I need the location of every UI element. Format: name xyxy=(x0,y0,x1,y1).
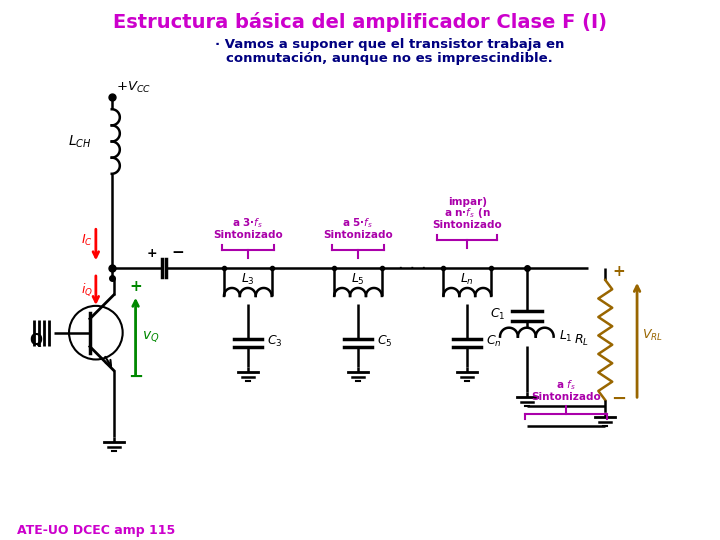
Text: Sintonizado: Sintonizado xyxy=(531,392,601,402)
Text: −: − xyxy=(128,368,143,386)
Text: −: − xyxy=(171,245,184,260)
Text: a n·$f_s$ (n: a n·$f_s$ (n xyxy=(444,206,490,220)
Text: $C_n$: $C_n$ xyxy=(486,334,502,349)
Text: conmutación, aunque no es imprescindible.: conmutación, aunque no es imprescindible… xyxy=(226,52,553,65)
Text: Sintonizado: Sintonizado xyxy=(433,220,502,231)
Text: $L_1$: $L_1$ xyxy=(559,329,572,344)
Text: $L_3$: $L_3$ xyxy=(241,272,255,287)
Text: $I_C$: $I_C$ xyxy=(81,233,93,248)
Text: $L_5$: $L_5$ xyxy=(351,272,365,287)
Text: $C_5$: $C_5$ xyxy=(377,334,392,349)
Text: $i_Q$: $i_Q$ xyxy=(81,282,93,298)
Text: $L_{CH}$: $L_{CH}$ xyxy=(68,133,91,150)
Text: impar): impar) xyxy=(448,197,487,207)
Text: $v_Q$: $v_Q$ xyxy=(142,330,159,345)
Text: $V_{RL}$: $V_{RL}$ xyxy=(642,328,663,343)
Text: · · ·: · · · xyxy=(398,260,427,278)
Text: +: + xyxy=(146,247,157,260)
Text: · Vamos a suponer que el transistor trabaja en: · Vamos a suponer que el transistor trab… xyxy=(215,38,564,51)
Text: Sintonizado: Sintonizado xyxy=(213,231,283,240)
Text: Sintonizado: Sintonizado xyxy=(323,231,393,240)
Text: $C_3$: $C_3$ xyxy=(266,334,282,349)
Text: −: − xyxy=(611,390,626,408)
Text: $C_1$: $C_1$ xyxy=(490,307,505,322)
Text: +: + xyxy=(129,279,142,294)
Text: Q: Q xyxy=(30,333,42,348)
Text: +: + xyxy=(613,264,626,279)
Text: a 5·$f_s$: a 5·$f_s$ xyxy=(343,217,374,230)
Text: Estructura básica del amplificador Clase F (I): Estructura básica del amplificador Clase… xyxy=(113,12,607,32)
Text: $R_L$: $R_L$ xyxy=(575,333,590,348)
Text: a $f_s$: a $f_s$ xyxy=(556,379,576,392)
Text: $L_n$: $L_n$ xyxy=(460,272,474,287)
Text: ATE-UO DCEC amp 115: ATE-UO DCEC amp 115 xyxy=(17,524,176,537)
Text: $+V_{CC}$: $+V_{CC}$ xyxy=(116,80,150,96)
Text: a 3·$f_s$: a 3·$f_s$ xyxy=(233,217,264,230)
